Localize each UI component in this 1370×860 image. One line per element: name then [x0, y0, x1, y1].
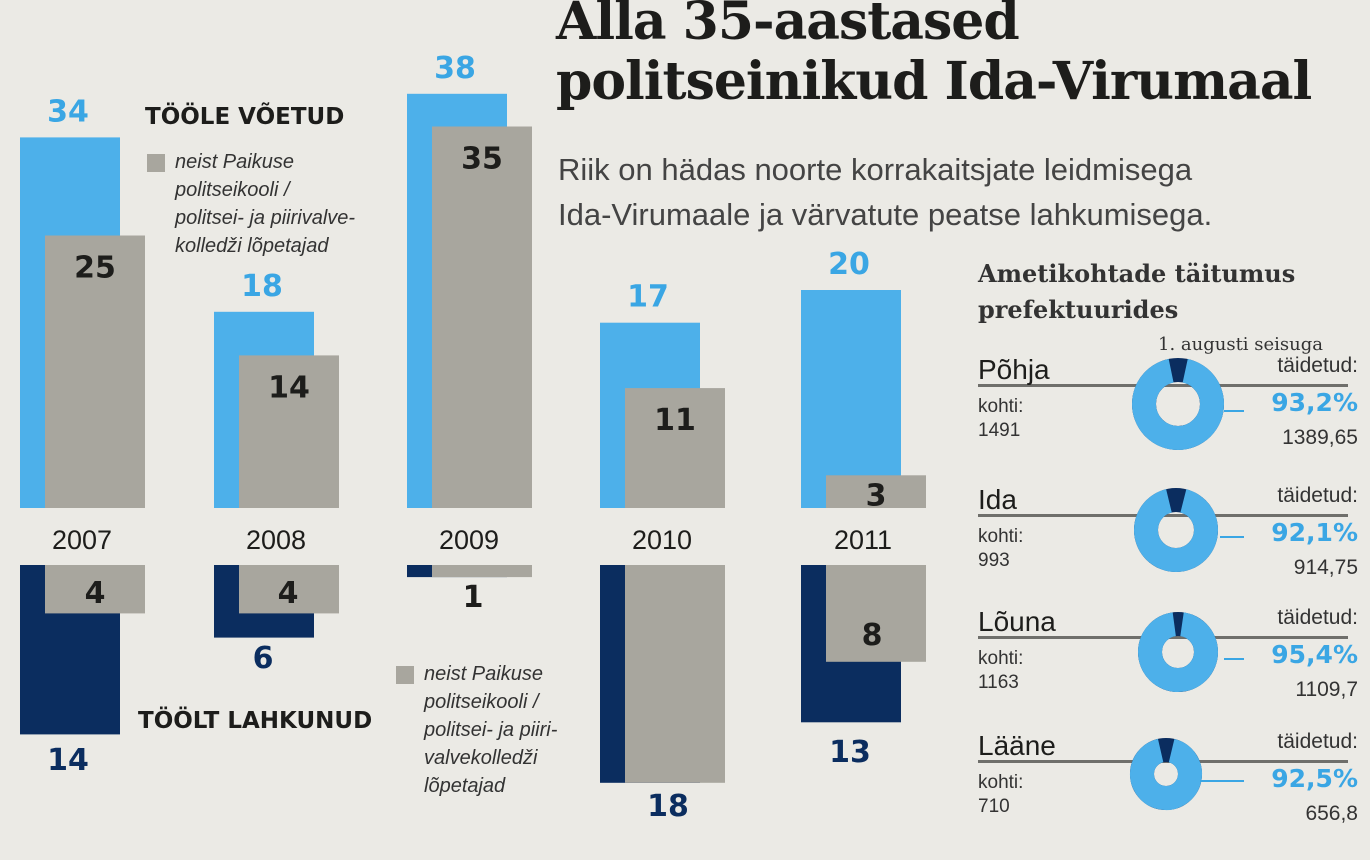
fill-donut [1134, 488, 1218, 572]
year-label: 2009 [439, 525, 499, 555]
left-header: TÖÖLT LAHKUNUD [138, 708, 373, 734]
hired-graduates-bar [625, 388, 725, 508]
percent-connector [1200, 780, 1244, 782]
page-title: Alla 35-aastased politseinikud Ida-Virum… [556, 0, 1312, 112]
places-value: 1163 [978, 672, 1019, 693]
prefecture-4: Lääne kohti: 710 täidetud: 92,5% 656,8 [978, 730, 1358, 860]
donut-filled-arc [1132, 358, 1224, 450]
left-graduates-value-label: 8 [862, 618, 883, 653]
donut-filled-arc [1138, 611, 1218, 692]
page-subtitle: Riik on hädas noorte korrakaitsjate leid… [558, 147, 1212, 237]
hired-graduates-value-label: 35 [461, 142, 503, 177]
left-graduates-value-label: 4 [85, 576, 106, 611]
left-value-label: 14 [47, 743, 89, 778]
prefecture-name: Lõuna [978, 606, 1056, 637]
hired-graduates-value-label: 14 [268, 370, 310, 405]
prefecture-name: Põhja [978, 354, 1050, 385]
hired-bar [801, 290, 901, 508]
prefectures-title: Ametikohtade täitumus prefektuurides [978, 259, 1296, 324]
places-value: 993 [978, 550, 1010, 571]
left-graduates-bar [239, 565, 339, 614]
filled-value: 914,75 [1293, 556, 1358, 579]
hired-graduates-value-label: 3 [866, 478, 887, 513]
graduates-swatch [396, 666, 414, 684]
filled-percent: 95,4% [1271, 640, 1358, 669]
percent-connector [1224, 410, 1244, 412]
prefecture-name: Ida [978, 484, 1017, 515]
prefecture-3: Lõuna kohti: 1163 täidetud: 95,4% 1109,7 [978, 606, 1358, 736]
left-value-label: 6 [253, 641, 274, 676]
prefecture-1: Põhja kohti: 1491 täidetud: 93,2% 1389,65 [978, 354, 1358, 484]
prefecture-name: Lääne [978, 730, 1056, 761]
left-graduates-value-label: 1 [463, 580, 484, 615]
filled-value: 1109,7 [1295, 678, 1358, 701]
hired-header: TÖÖLE VÕETUD [145, 104, 345, 130]
title-text: Alla 35-aastased politseinikud Ida-Virum… [556, 0, 1312, 112]
hired-value-label: 17 [627, 280, 669, 315]
places-value: 1491 [978, 420, 1021, 441]
hired-graduates-bar [239, 355, 339, 508]
hired-value-label: 38 [434, 51, 476, 86]
filled-percent: 93,2% [1271, 388, 1358, 417]
filled-value: 656,8 [1305, 802, 1358, 825]
places-label: kohti: [978, 396, 1024, 417]
donut-filled-arc [1134, 488, 1218, 572]
year-label: 2007 [52, 525, 112, 555]
left-value-label: 18 [647, 789, 689, 820]
hired-legend-text: neist Paikuse politseikooli / politsei- … [175, 151, 356, 257]
places-label: kohti: [978, 772, 1024, 793]
hired-value-label: 20 [828, 247, 870, 282]
filled-label: täidetud: [1273, 730, 1358, 754]
prefecture-2: Ida kohti: 993 täidetud: 92,1% 914,75 [978, 484, 1358, 614]
left-graduates-bar [45, 565, 145, 614]
filled-label: täidetud: [1273, 484, 1358, 508]
places-label: kohti: [978, 526, 1024, 547]
left-graduates-bar [625, 565, 725, 783]
bar-chart: 3425200718142008383520091711201020320111… [20, 51, 926, 820]
percent-connector [1220, 536, 1244, 538]
filled-label: täidetud: [1273, 606, 1358, 630]
hired-graduates-value-label: 25 [74, 251, 116, 286]
hired-graduates-value-label: 11 [654, 403, 696, 438]
year-label: 2008 [246, 525, 306, 555]
left-legend: neist Paikuse politseikooli / politsei- … [396, 660, 557, 800]
year-label: 2010 [632, 525, 692, 555]
left-graduates-bar [432, 565, 532, 578]
hired-value-label: 18 [241, 269, 283, 304]
fill-donut [1132, 358, 1224, 450]
filled-label: täidetud: [1273, 354, 1358, 378]
graduates-swatch [147, 154, 165, 172]
left-legend-text: neist Paikuse politseikooli / politsei- … [424, 663, 558, 797]
left-graduates-value-label: 4 [278, 576, 299, 611]
hired-legend: neist Paikuse politseikooli / politsei- … [147, 148, 355, 260]
filled-percent: 92,5% [1271, 764, 1358, 793]
hired-value-label: 34 [47, 94, 89, 129]
places-value: 710 [978, 796, 1010, 817]
places-label: kohti: [978, 648, 1024, 669]
subtitle-text: Riik on hädas noorte korrakaitsjate leid… [558, 152, 1213, 232]
left-graduates-bar [826, 565, 926, 662]
hired-graduates-bar [826, 475, 926, 508]
hired-graduates-bar [45, 235, 145, 508]
year-label: 2011 [834, 525, 892, 555]
hired-graduates-bar [432, 126, 532, 508]
fill-donut [1138, 611, 1218, 692]
as-of-date: 1. augusti seisuga [1158, 334, 1324, 355]
fill-donut [1130, 738, 1202, 810]
filled-percent: 92,1% [1271, 518, 1358, 547]
percent-connector [1224, 658, 1244, 660]
left-value-label: 13 [829, 735, 871, 770]
filled-value: 1389,65 [1282, 426, 1358, 449]
